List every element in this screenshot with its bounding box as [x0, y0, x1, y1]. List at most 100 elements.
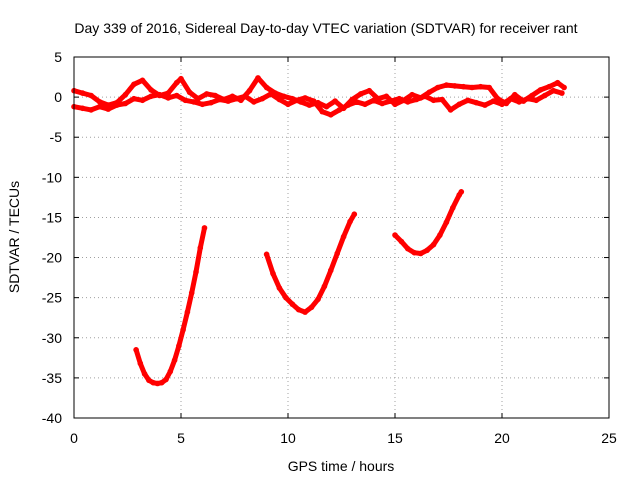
data-point — [131, 95, 137, 102]
y-tick-label: -35 — [42, 370, 62, 386]
data-point — [302, 95, 308, 101]
x-tick-label: 10 — [280, 430, 296, 446]
data-point — [332, 98, 338, 104]
y-tick-label: 0 — [54, 89, 62, 105]
data-point — [328, 267, 334, 274]
data-point — [430, 241, 437, 248]
data-point — [507, 95, 514, 102]
data-point — [201, 225, 208, 231]
data-point — [409, 91, 415, 98]
data-point — [340, 233, 347, 240]
data-point — [306, 102, 313, 108]
data-point — [310, 98, 317, 104]
data-point — [114, 102, 120, 108]
data-point — [242, 93, 248, 100]
data-point — [150, 379, 156, 386]
data-point — [251, 99, 257, 105]
data-point — [358, 91, 364, 97]
data-point — [465, 97, 471, 104]
data-point — [398, 238, 405, 245]
data-point — [165, 90, 171, 96]
data-point — [263, 251, 270, 258]
data-point — [173, 79, 180, 86]
data-point — [178, 75, 184, 82]
y-axis-label: SDTVAR / TECUs — [6, 181, 22, 293]
data-point — [96, 99, 103, 105]
data-point — [289, 301, 296, 307]
data-point — [447, 107, 454, 113]
data-point — [411, 249, 418, 256]
data-point — [88, 107, 94, 113]
data-point — [499, 101, 505, 108]
data-point — [276, 96, 283, 103]
x-tick-label: 20 — [494, 430, 510, 446]
y-tick-label: -30 — [42, 330, 62, 346]
data-point — [422, 93, 428, 100]
data-point — [163, 376, 169, 383]
data-point — [176, 343, 182, 349]
data-point — [141, 371, 148, 377]
data-point — [370, 97, 377, 104]
data-point — [443, 82, 450, 88]
x-tick-label: 25 — [601, 430, 617, 446]
data-point — [321, 283, 328, 290]
series-line — [71, 88, 565, 118]
x-tick-label: 0 — [70, 430, 78, 446]
data-point — [122, 100, 129, 107]
data-point — [383, 93, 390, 100]
data-point — [259, 95, 266, 102]
y-tick-label: -40 — [42, 410, 62, 426]
plot-frame — [73, 56, 610, 419]
data-point — [336, 107, 343, 113]
data-point — [347, 218, 353, 225]
data-point — [96, 103, 103, 110]
data-point — [193, 269, 199, 275]
data-point — [146, 377, 152, 384]
data-point — [167, 368, 174, 375]
data-point — [148, 93, 154, 100]
data-point — [79, 105, 86, 112]
data-point — [79, 90, 86, 96]
y-tick-label: -20 — [42, 250, 62, 266]
data-point — [435, 84, 441, 91]
x-tick-label: 5 — [177, 430, 185, 446]
data-point — [188, 290, 195, 296]
data-point — [417, 250, 424, 257]
data-point — [460, 83, 467, 90]
data-point — [154, 380, 161, 387]
data-point — [456, 101, 463, 108]
data-point — [366, 87, 373, 94]
data-point — [137, 360, 144, 367]
data-point — [554, 79, 561, 86]
x-axis-label: GPS time / hours — [288, 458, 395, 474]
data-point — [212, 92, 218, 99]
data-point — [542, 92, 548, 99]
data-point — [405, 245, 411, 252]
data-point — [308, 304, 315, 311]
data-point — [458, 189, 465, 195]
data-point — [171, 357, 178, 364]
data-point — [195, 95, 201, 102]
data-point — [283, 294, 289, 301]
data-point — [285, 101, 291, 108]
data-point — [379, 100, 386, 107]
data-point — [263, 84, 270, 91]
data-point — [450, 205, 456, 211]
y-tick-label: -15 — [42, 209, 62, 225]
data-point — [139, 97, 146, 104]
data-point — [392, 232, 398, 238]
data-point — [473, 99, 480, 106]
data-point — [197, 245, 204, 251]
data-point — [184, 309, 191, 315]
data-point — [139, 77, 146, 84]
data-point — [345, 102, 351, 108]
data-point — [328, 112, 334, 118]
data-point — [148, 87, 154, 93]
data-point — [561, 84, 567, 91]
data-point — [268, 91, 274, 97]
data-point — [443, 219, 450, 226]
data-point — [319, 108, 326, 115]
data-point — [180, 327, 186, 333]
